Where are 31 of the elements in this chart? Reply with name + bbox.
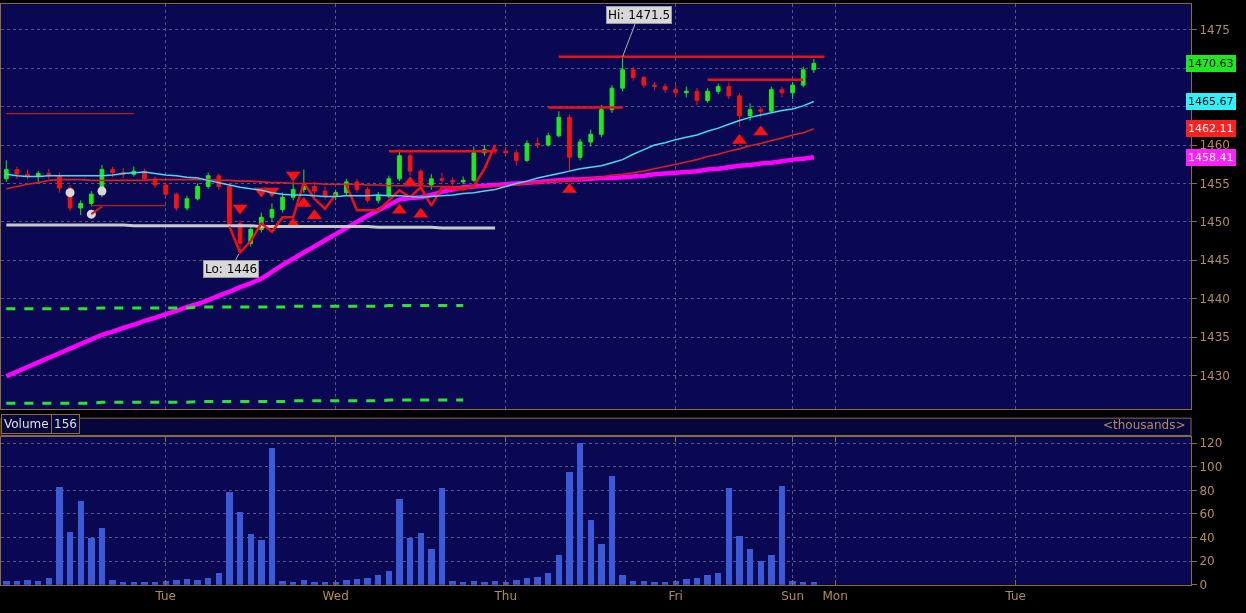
chart-title: Volume bbox=[4, 417, 49, 431]
y-tick-label: 20 bbox=[1199, 554, 1215, 569]
annotation: 1470.63 bbox=[1188, 57, 1234, 70]
y-tick-label: 80 bbox=[1199, 483, 1215, 498]
text: 156 bbox=[54, 417, 77, 431]
y-tick-label: 40 bbox=[1199, 530, 1215, 545]
y-tick-label: 1435 bbox=[1199, 330, 1230, 345]
y-axis-title: <thousands> bbox=[1103, 418, 1186, 432]
x-tick-label: Mon bbox=[822, 589, 848, 604]
annotation: Lo: 1446 bbox=[205, 262, 258, 276]
x-tick-label: Wed bbox=[322, 589, 349, 604]
x-tick-label: Tue bbox=[1004, 589, 1026, 604]
y-tick-label: 1430 bbox=[1199, 368, 1230, 383]
y-tick-label: 120 bbox=[1199, 436, 1223, 451]
y-tick-label: 1445 bbox=[1199, 253, 1230, 268]
x-tick-label: Thu bbox=[493, 589, 517, 604]
x-tick-label: Tue bbox=[154, 589, 176, 604]
y-tick-label: 1455 bbox=[1199, 176, 1230, 191]
y-tick-label: 1460 bbox=[1199, 138, 1230, 153]
x-tick-label: Fri bbox=[668, 589, 683, 604]
x-tick-label: Sun bbox=[781, 589, 804, 604]
annotation: 1465.67 bbox=[1188, 95, 1234, 108]
annotation: 1462.11 bbox=[1188, 122, 1234, 135]
annotation: 1458.41 bbox=[1188, 151, 1234, 164]
y-tick-label: 100 bbox=[1199, 459, 1223, 474]
y-tick-label: 1450 bbox=[1199, 215, 1230, 230]
y-tick-label: 60 bbox=[1199, 507, 1215, 522]
annotation: Hi: 1471.5 bbox=[608, 8, 671, 22]
y-tick-label: 1475 bbox=[1199, 23, 1230, 37]
y-tick-label: 1440 bbox=[1199, 291, 1230, 306]
y-tick-label: 0 bbox=[1199, 577, 1208, 592]
